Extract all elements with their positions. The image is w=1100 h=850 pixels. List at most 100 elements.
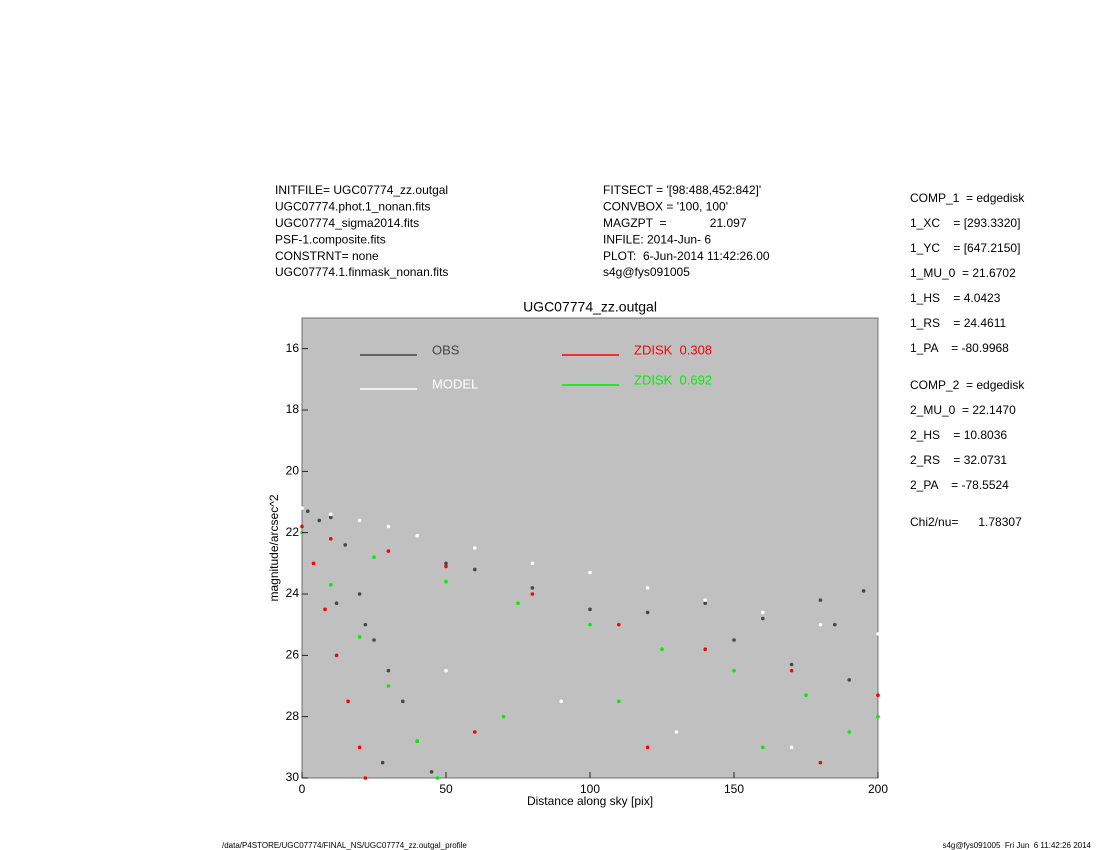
legend-label: OBS: [432, 342, 460, 357]
data-point: [645, 745, 650, 750]
data-point: [346, 699, 350, 704]
legend-label: ZDISK 0.308: [634, 342, 712, 357]
data-point: [818, 760, 823, 765]
data-point: [732, 638, 736, 642]
param-line: 1_YC = [647.2150]: [910, 241, 1020, 255]
data-point: [444, 579, 448, 584]
param-line: 1_PA = -80.9968: [910, 341, 1009, 355]
data-point: [357, 745, 362, 750]
data-point: [380, 760, 385, 765]
data-point: [617, 622, 621, 627]
param-line: 1_RS = 24.4611: [910, 316, 1007, 330]
param-line: 1_XC = [293.3320]: [910, 216, 1020, 230]
data-point: [761, 745, 765, 750]
footer-left: /data/P4STORE/UGC07774/FINAL_NS/UGC07774…: [222, 841, 467, 850]
data-point: [444, 668, 448, 673]
header-left-line: UGC07774.phot.1_nonan.fits: [275, 200, 430, 214]
data-point: [329, 515, 333, 520]
header-middle-line: PLOT: 6-Jun-2014 11:42:26.00: [603, 249, 770, 263]
data-point: [833, 622, 837, 627]
footer-right: s4g@fys091005 Fri Jun 6 11:42:26 2014: [942, 841, 1091, 850]
data-point: [300, 506, 304, 510]
param-line: 1_MU_0 = 21.6702: [910, 266, 1016, 280]
y-tick-label: 18: [286, 402, 300, 416]
y-axis-label: magnitude/arcsec^2: [267, 494, 281, 601]
data-point: [789, 662, 794, 667]
data-point: [429, 770, 434, 774]
param-line: Chi2/nu= 1.78307: [910, 515, 1022, 529]
x-tick-label: 100: [580, 782, 600, 796]
data-point: [645, 586, 650, 590]
legend-label: MODEL: [432, 376, 478, 391]
data-point: [334, 601, 339, 605]
x-tick-label: 200: [868, 782, 888, 796]
data-point: [588, 570, 592, 575]
data-point: [818, 622, 823, 627]
data-point: [761, 616, 765, 621]
y-tick-label: 24: [286, 586, 300, 600]
data-point: [501, 714, 506, 719]
data-point: [516, 601, 520, 605]
data-point: [559, 699, 563, 704]
header-middle-line: s4g@fys091005: [603, 265, 690, 279]
data-point: [311, 561, 316, 566]
data-point: [818, 598, 823, 602]
data-point: [415, 533, 420, 538]
data-point: [329, 537, 333, 541]
data-point: [703, 601, 707, 605]
data-point: [357, 635, 362, 639]
data-point: [761, 610, 765, 615]
data-point: [847, 678, 851, 682]
y-tick-label: 30: [286, 770, 300, 784]
data-point: [703, 598, 707, 602]
data-point: [530, 561, 535, 566]
y-tick-label: 28: [286, 709, 300, 723]
data-point: [334, 653, 339, 658]
data-point: [674, 730, 679, 734]
data-point: [530, 592, 535, 596]
chart-title: UGC07774_zz.outgal: [523, 299, 657, 315]
data-point: [861, 589, 866, 593]
data-point: [530, 586, 535, 590]
x-axis-label: Distance along sky [pix]: [527, 794, 653, 808]
param-line: COMP_1 = edgedisk: [910, 191, 1025, 205]
header-left-line: UGC07774.1.finmask_nonan.fits: [275, 265, 448, 279]
data-point: [386, 524, 391, 529]
data-point: [789, 668, 794, 673]
data-point: [415, 739, 420, 743]
header-left-line: UGC07774_sigma2014.fits: [275, 216, 419, 230]
data-point: [444, 561, 448, 566]
data-point: [617, 699, 621, 704]
data-point: [789, 745, 794, 750]
data-point: [804, 693, 808, 697]
data-point: [343, 543, 348, 547]
data-point: [588, 607, 592, 612]
data-point: [588, 622, 592, 627]
data-point: [435, 776, 440, 780]
header-middle-line: CONVBOX = '100, 100': [603, 200, 728, 214]
data-point: [473, 567, 477, 572]
header-left-line: CONSTRNT= none: [275, 249, 379, 263]
data-point: [386, 668, 391, 673]
data-point: [645, 610, 650, 615]
data-point: [660, 647, 664, 651]
data-points: [300, 506, 880, 780]
data-point: [732, 668, 736, 673]
header-left-line: PSF-1.composite.fits: [275, 232, 386, 246]
param-line: 2_PA = -78.5524: [910, 478, 1009, 492]
data-point: [876, 714, 880, 719]
legend-label: ZDISK 0.692: [634, 372, 712, 387]
y-tick-label: 22: [286, 525, 300, 539]
data-point: [847, 730, 851, 734]
data-point: [305, 509, 310, 513]
data-point: [300, 524, 304, 529]
data-point: [323, 607, 327, 612]
param-line: 2_MU_0 = 22.1470: [910, 403, 1016, 417]
data-point: [317, 518, 322, 523]
header-middle-line: INFILE: 2014-Jun- 6: [603, 232, 711, 246]
data-point: [401, 699, 405, 704]
data-point: [703, 647, 707, 651]
x-tick-label: 50: [439, 782, 453, 796]
y-tick-label: 16: [286, 341, 300, 355]
